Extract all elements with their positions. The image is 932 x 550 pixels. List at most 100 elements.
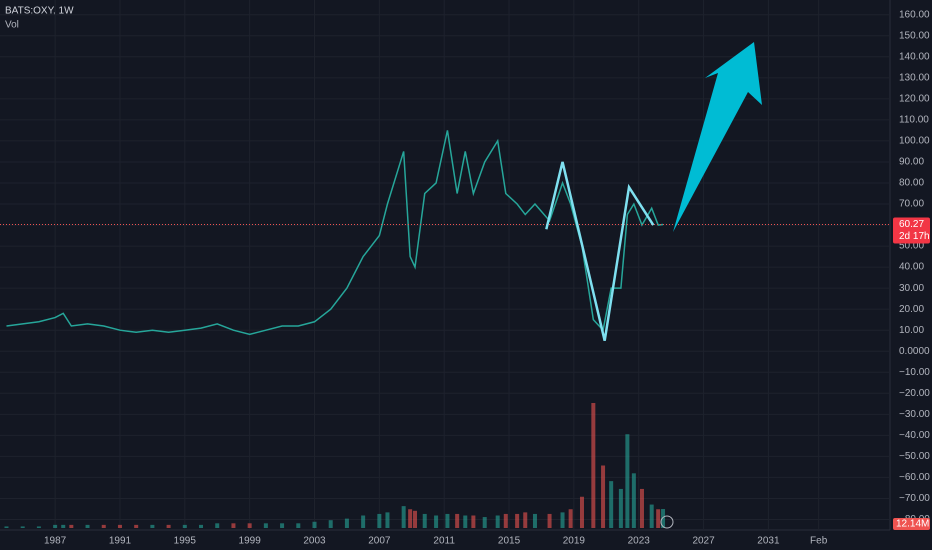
y-tick-label: 120.00 xyxy=(899,93,930,104)
volume-bar xyxy=(547,513,552,528)
volume-bar xyxy=(656,509,661,528)
replay-icon[interactable] xyxy=(660,515,674,529)
volume-badge xyxy=(893,518,930,530)
volume-bar xyxy=(182,524,187,528)
x-tick-label: 2027 xyxy=(692,536,715,547)
volume-bar xyxy=(661,509,666,528)
volume-bar xyxy=(579,496,584,528)
y-tick-label: −40.00 xyxy=(899,430,930,441)
y-tick-label: 0.0000 xyxy=(899,346,930,357)
volume-bar xyxy=(231,523,236,528)
y-tick-label: 110.00 xyxy=(899,115,929,126)
last-price-label: 60.27 xyxy=(899,219,924,230)
y-tick-label: 90.00 xyxy=(899,157,924,168)
arrow-drawing xyxy=(673,42,762,232)
y-tick-label: 70.00 xyxy=(899,199,924,210)
y-tick-label: −30.00 xyxy=(899,409,930,420)
volume-bar xyxy=(36,526,41,528)
y-tick-label: 140.00 xyxy=(899,51,930,62)
volume-bar xyxy=(385,512,390,528)
volume-bar xyxy=(639,488,644,528)
volume-bar xyxy=(445,513,450,528)
x-tick-label: 1987 xyxy=(44,536,67,547)
volume-bar xyxy=(568,509,573,528)
x-tick-label: 2007 xyxy=(368,536,391,547)
volume-bar xyxy=(631,473,636,528)
last-price-badge xyxy=(893,217,930,244)
y-tick-label: 160.00 xyxy=(899,9,930,20)
x-tick-label: 2003 xyxy=(303,536,326,547)
y-tick-label: −60.00 xyxy=(899,472,930,483)
x-tick-label: 2011 xyxy=(433,536,455,547)
x-tick-label: 2031 xyxy=(757,536,780,547)
volume-bar xyxy=(515,513,520,528)
volume-bar xyxy=(560,512,565,528)
volume-bar xyxy=(344,518,349,528)
last-volume-label: 12.14M xyxy=(896,519,929,530)
volume-bar xyxy=(591,403,596,528)
volume-bar xyxy=(649,504,654,528)
volume-bar xyxy=(523,512,528,528)
volume-bar xyxy=(377,513,382,528)
volume-bar xyxy=(312,521,317,528)
y-tick-label: −20.00 xyxy=(899,388,930,399)
volume-bar xyxy=(413,510,418,528)
volume-bar xyxy=(134,524,139,528)
volume-bar xyxy=(434,515,439,528)
volume-bar xyxy=(455,513,460,528)
y-tick-label: 100.00 xyxy=(899,136,930,147)
zigzag-drawing xyxy=(545,161,655,342)
x-tick-label: 2019 xyxy=(563,536,586,547)
volume-bar xyxy=(625,434,630,528)
y-tick-label: 40.00 xyxy=(899,262,924,273)
volume-bar xyxy=(117,524,122,528)
price-line xyxy=(6,130,664,336)
volume-bar xyxy=(328,520,333,528)
x-tick-label: 2015 xyxy=(498,536,521,547)
volume-bar xyxy=(280,523,285,528)
volume-bar xyxy=(408,509,413,528)
volume-bar xyxy=(422,513,427,528)
volume-bar xyxy=(166,524,171,528)
x-tick-label: 1995 xyxy=(174,536,197,547)
volume-bar xyxy=(101,524,106,528)
volume-bar xyxy=(601,465,606,528)
y-tick-label: 150.00 xyxy=(899,30,930,41)
x-tick-label: 1991 xyxy=(109,536,132,547)
volume-bar xyxy=(215,523,220,528)
y-tick-label: 130.00 xyxy=(899,72,930,83)
symbol: BATS:OXY, 1W xyxy=(5,6,74,17)
volume-bar xyxy=(495,515,500,528)
volume-bar xyxy=(4,526,9,528)
volume-label: Vol xyxy=(5,20,19,31)
volume-bar xyxy=(263,523,268,528)
x-tick-label: 2023 xyxy=(628,536,651,547)
y-tick-label: 30.00 xyxy=(899,283,924,294)
volume-bar xyxy=(401,506,406,528)
volume-bar xyxy=(20,526,25,528)
x-tick-label: Feb xyxy=(810,536,828,547)
volume-bar xyxy=(53,524,58,528)
y-tick-label: 20.00 xyxy=(899,304,924,315)
y-tick-label: 50.00 xyxy=(899,241,924,252)
y-tick-label: −50.00 xyxy=(899,451,930,462)
y-tick-label: −10.00 xyxy=(899,367,930,378)
volume-bar xyxy=(150,524,155,528)
volume-bar xyxy=(482,517,487,528)
volume-bar xyxy=(463,515,468,528)
volume-bar xyxy=(609,481,614,528)
volume-bar xyxy=(532,513,537,528)
volume-bar xyxy=(85,524,90,528)
volume-bar xyxy=(471,515,476,528)
y-tick-label: −70.00 xyxy=(899,493,930,504)
y-tick-label: 80.00 xyxy=(899,178,924,189)
volume-bar xyxy=(296,523,301,528)
volume-bar xyxy=(61,524,66,528)
volume-bar xyxy=(361,515,366,528)
y-tick-label: 10.00 xyxy=(899,325,924,336)
countdown: 2d 17h xyxy=(899,231,930,242)
volume-bar xyxy=(618,488,623,528)
volume-bar xyxy=(503,513,508,528)
